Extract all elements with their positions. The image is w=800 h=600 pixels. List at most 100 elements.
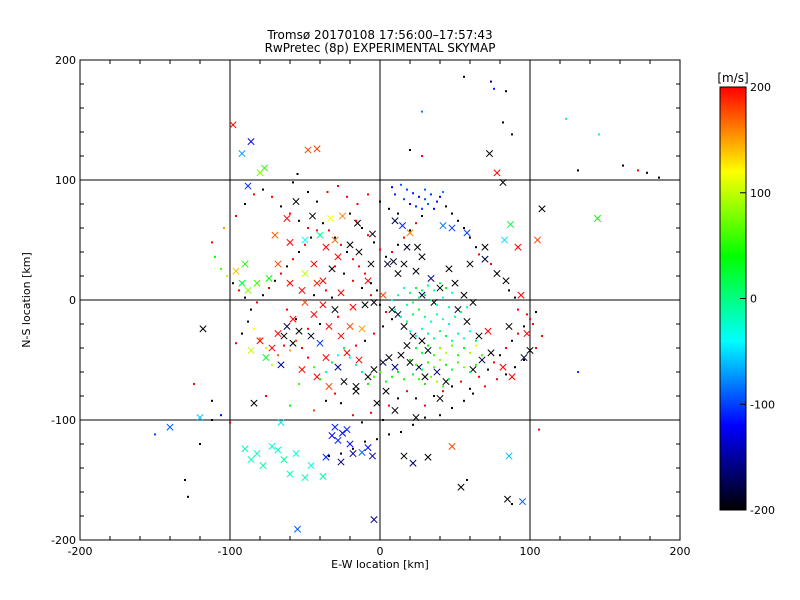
data-point-dot xyxy=(289,404,291,407)
data-point-dot xyxy=(421,207,423,210)
data-point-cross xyxy=(485,150,494,158)
data-point-dot xyxy=(355,219,357,222)
data-point-dot xyxy=(358,265,360,268)
data-point-dot xyxy=(325,371,327,373)
y-axis-label: N-S location [km] xyxy=(20,252,33,348)
data-point-cross xyxy=(466,260,474,268)
data-point-dot xyxy=(421,155,423,157)
data-point-dot xyxy=(598,133,600,136)
data-point-cross xyxy=(475,332,483,340)
data-point-cross xyxy=(301,270,309,278)
grid-lines xyxy=(80,60,680,540)
data-point-dot xyxy=(349,212,351,215)
data-point-dot xyxy=(253,327,255,330)
data-point-dot xyxy=(478,375,480,378)
data-point-dot xyxy=(250,308,252,311)
data-point-cross xyxy=(514,243,522,251)
data-point-dot xyxy=(421,351,423,354)
data-point-dot xyxy=(436,380,438,383)
data-point-dot xyxy=(352,258,354,261)
data-point-cross xyxy=(436,394,444,402)
data-point-cross xyxy=(307,462,315,470)
data-point-cross xyxy=(523,330,531,338)
data-point-cross xyxy=(293,525,302,533)
data-point-cross xyxy=(388,306,396,314)
data-point-dot xyxy=(367,234,369,237)
axes: -200 -100 0 100 200 -200 -100 0 100 200 xyxy=(51,54,690,558)
data-point-dot xyxy=(184,479,186,481)
data-point-dot xyxy=(247,320,249,323)
data-point-dot xyxy=(424,383,426,385)
data-point-dot xyxy=(409,359,411,361)
data-point-dot xyxy=(268,287,270,289)
data-point-dot xyxy=(409,149,411,151)
data-point-cross xyxy=(346,322,354,330)
data-point-dot xyxy=(433,337,435,340)
data-point-dot xyxy=(412,192,414,195)
data-point-cross xyxy=(277,418,285,426)
data-point-cross xyxy=(328,432,336,440)
data-point-dot xyxy=(346,251,348,253)
data-point-dot xyxy=(529,318,531,321)
data-point-dot xyxy=(439,282,441,285)
data-point-dot xyxy=(427,203,429,205)
data-point-cross xyxy=(379,358,387,366)
data-point-dot xyxy=(187,495,189,498)
data-point-dot xyxy=(457,354,459,357)
data-point-dot xyxy=(397,397,399,400)
data-point-cross xyxy=(331,423,339,431)
data-point-dot xyxy=(226,275,228,277)
data-point-dot xyxy=(328,455,330,457)
data-point-dot xyxy=(385,255,387,258)
data-point-dot xyxy=(511,503,513,505)
data-point-dot xyxy=(298,383,300,385)
data-point-dot xyxy=(403,378,405,381)
data-point-dot xyxy=(535,311,537,313)
data-point-dot xyxy=(391,318,393,321)
data-point-dot xyxy=(460,380,462,383)
data-point-cross xyxy=(322,354,330,362)
data-point-cross xyxy=(229,121,237,129)
data-point-dot xyxy=(334,265,336,268)
colorbar-unit-label: [m/s] xyxy=(717,71,748,85)
data-point-cross xyxy=(256,337,264,345)
data-point-dot xyxy=(424,404,426,407)
data-point-cross xyxy=(301,474,309,482)
data-point-dot xyxy=(565,117,567,120)
data-point-cross xyxy=(319,472,327,480)
data-point-dot xyxy=(448,378,450,381)
data-point-dot xyxy=(469,371,471,373)
data-point-cross xyxy=(505,322,513,330)
data-point-dot xyxy=(430,299,432,301)
data-point-dot xyxy=(412,423,414,426)
data-point-cross xyxy=(238,150,246,158)
data-point-dot xyxy=(433,366,435,369)
data-point-cross xyxy=(382,387,390,395)
data-point-dot xyxy=(469,351,471,354)
data-point-cross xyxy=(526,346,534,354)
data-point-dot xyxy=(415,397,417,400)
data-point-dot xyxy=(397,371,399,373)
data-point-dot xyxy=(433,395,435,397)
data-point-dot xyxy=(409,229,411,232)
data-point-cross xyxy=(247,346,255,354)
data-point-cross xyxy=(322,453,330,461)
data-point-dot xyxy=(385,380,387,383)
data-point-dot xyxy=(430,320,432,323)
data-point-dot xyxy=(415,347,417,349)
data-point-dot xyxy=(421,110,423,113)
data-point-dot xyxy=(442,318,444,321)
data-point-dot xyxy=(376,438,378,441)
data-point-dot xyxy=(421,368,423,371)
x-tick-label: -100 xyxy=(218,545,243,558)
data-point-cross xyxy=(370,366,378,374)
data-point-dot xyxy=(532,323,534,325)
data-point-dot xyxy=(361,287,363,289)
data-point-cross xyxy=(409,459,417,467)
data-point-dot xyxy=(352,279,354,282)
data-point-dot xyxy=(262,188,264,191)
data-point-dot xyxy=(448,306,450,309)
data-point-dot xyxy=(523,325,525,328)
data-point-dot xyxy=(277,354,279,357)
data-point-dot xyxy=(364,272,366,275)
